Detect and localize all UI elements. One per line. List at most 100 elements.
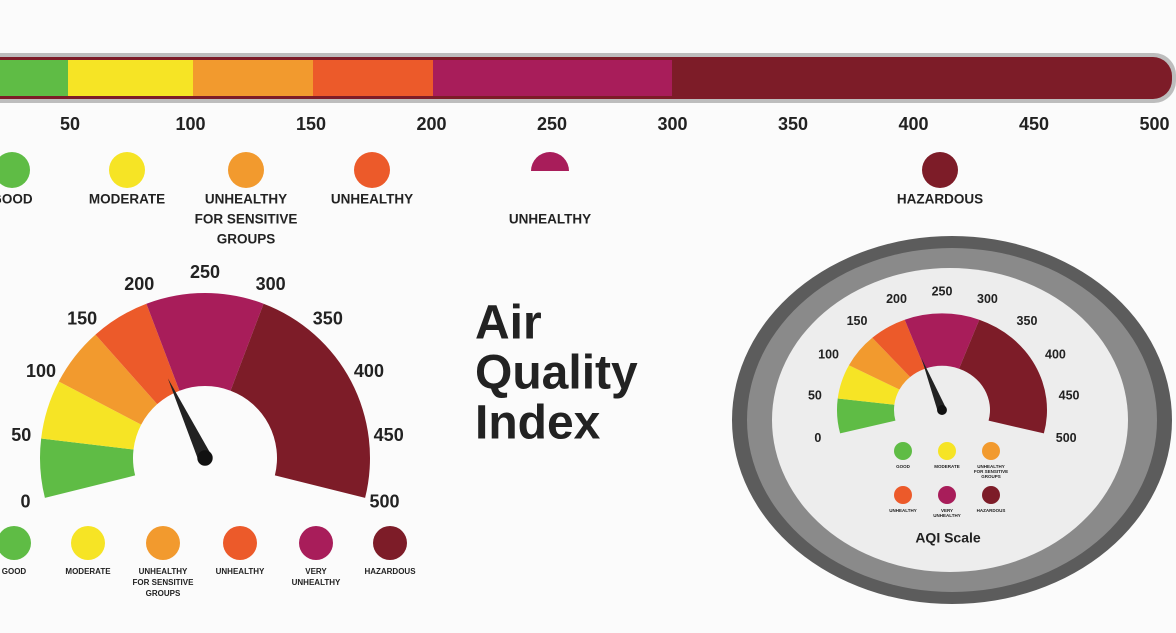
gauge-band xyxy=(904,313,980,369)
gauge-tick-label: 250 xyxy=(932,285,953,299)
legend-label: FOR SENSITIVE xyxy=(195,212,298,227)
scale-tick-label: 400 xyxy=(898,114,928,134)
gauge-band xyxy=(39,438,136,498)
legend-label: UNHEALTHY xyxy=(216,567,265,576)
needle xyxy=(167,378,212,461)
legend-label: FOR SENSITIVE xyxy=(974,469,1008,474)
dial-face xyxy=(772,268,1128,572)
legend-dot xyxy=(938,442,956,460)
scale-bar-sensitive xyxy=(193,60,313,96)
gauge-tick-label: 50 xyxy=(808,388,822,402)
scale-tick-label: 450 xyxy=(1019,114,1049,134)
scale-tick-label: 150 xyxy=(296,114,326,134)
gauge-tick-label: 500 xyxy=(369,492,399,512)
legend-label: VERY xyxy=(941,508,953,513)
gauge-band xyxy=(848,337,911,390)
legend-label: UNHEALTHY xyxy=(509,212,591,227)
gauge-band xyxy=(95,303,180,405)
gauge-tick-label: 400 xyxy=(354,361,384,381)
legend-label: MODERATE xyxy=(65,567,111,576)
legend-label: GOOD xyxy=(0,192,33,207)
needle xyxy=(921,358,947,412)
legend-dot xyxy=(894,442,912,460)
legend-label: GOOD xyxy=(2,567,27,576)
gauge-tick-label: 0 xyxy=(814,431,821,445)
legend-label: HAZARDOUS xyxy=(364,567,416,576)
gauge-tick-label: 150 xyxy=(847,314,868,328)
legend-dot xyxy=(982,486,1000,504)
legend-label: MODERATE xyxy=(89,192,165,207)
gauge-band xyxy=(959,319,1048,434)
legend-dot xyxy=(0,152,30,188)
scale-bar-very-unhealthy xyxy=(433,60,672,96)
legend-label: UNHEALTHY xyxy=(139,567,188,576)
gauge-tick-label: 50 xyxy=(11,425,31,445)
gauge-tick-label: 450 xyxy=(1059,388,1080,402)
gauge-tick-label: 350 xyxy=(1017,314,1038,328)
legend-label: GOOD xyxy=(896,464,911,469)
gauge-tick-label: 300 xyxy=(256,274,286,294)
scale-tick-label: 200 xyxy=(416,114,446,134)
gauge-tick-label: 200 xyxy=(124,274,154,294)
gauge-tick-label: 350 xyxy=(313,308,343,328)
title-line: Quality xyxy=(475,347,638,400)
legend-label: GROUPS xyxy=(146,589,181,598)
legend-label: UNHEALTHY xyxy=(933,513,960,518)
legend-label: HAZARDOUS xyxy=(897,192,983,207)
legend-label: VERY xyxy=(305,567,327,576)
gauge-tick-label: 500 xyxy=(1056,431,1077,445)
gauge-tick-label: 400 xyxy=(1045,348,1066,362)
gauge-tick-label: 250 xyxy=(190,262,220,282)
legend-dot xyxy=(354,152,390,188)
gauge-tick-label: 300 xyxy=(977,292,998,306)
gauge-band xyxy=(230,303,371,498)
gauge-tick-label: 150 xyxy=(67,308,97,328)
legend-label: FOR SENSITIVE xyxy=(133,578,195,587)
gauge-band xyxy=(58,334,158,425)
legend-label: UNHEALTHY xyxy=(292,578,341,587)
legend-label: HAZARDOUS xyxy=(977,508,1006,513)
legend-label: GROUPS xyxy=(981,474,1001,479)
legend-dot xyxy=(531,152,569,171)
needle-hub xyxy=(197,450,213,466)
legend-dot xyxy=(228,152,264,188)
scale-tick-label: 500 xyxy=(1139,114,1169,134)
scale-bar-unhealthy xyxy=(313,60,433,96)
legend-label: GROUPS xyxy=(217,232,276,247)
gauge-band xyxy=(41,381,142,450)
scale-tick-label: 250 xyxy=(537,114,567,134)
title-line: Air xyxy=(475,297,542,350)
scale-tick-label: 350 xyxy=(778,114,808,134)
legend-dot xyxy=(109,152,145,188)
title-line: Index xyxy=(475,397,601,450)
scale-tick-label: 50 xyxy=(60,114,80,134)
legend-dot xyxy=(982,442,1000,460)
legend-dot xyxy=(938,486,956,504)
scale-bar-moderate xyxy=(68,60,193,96)
legend-dot xyxy=(223,526,257,560)
gauge-band xyxy=(837,398,896,434)
legend-label: UNHEALTHY xyxy=(977,464,1004,469)
legend-dot xyxy=(922,152,958,188)
legend-dot xyxy=(299,526,333,560)
gauge-band xyxy=(872,319,925,377)
gauge-tick-label: 100 xyxy=(818,348,839,362)
legend-dot xyxy=(894,486,912,504)
gauge-tick-label: 200 xyxy=(886,292,907,306)
legend-label: UNHEALTHY xyxy=(205,192,287,207)
gauge-band xyxy=(837,365,900,405)
gauge-tick-label: 100 xyxy=(26,361,56,381)
legend-dot xyxy=(71,526,105,560)
legend-label: UNHEALTHY xyxy=(889,508,916,513)
legend-dot xyxy=(146,526,180,560)
legend-dot xyxy=(373,526,407,560)
legend-label: UNHEALTHY xyxy=(331,192,413,207)
caption: AQI Scale xyxy=(915,530,981,546)
needle-hub xyxy=(937,405,947,415)
gauge-tick-label: 450 xyxy=(374,425,404,445)
gauge-tick-label: 0 xyxy=(20,492,30,512)
gauge-band xyxy=(146,292,264,391)
scale-tick-label: 300 xyxy=(657,114,687,134)
legend-label: MODERATE xyxy=(934,464,959,469)
